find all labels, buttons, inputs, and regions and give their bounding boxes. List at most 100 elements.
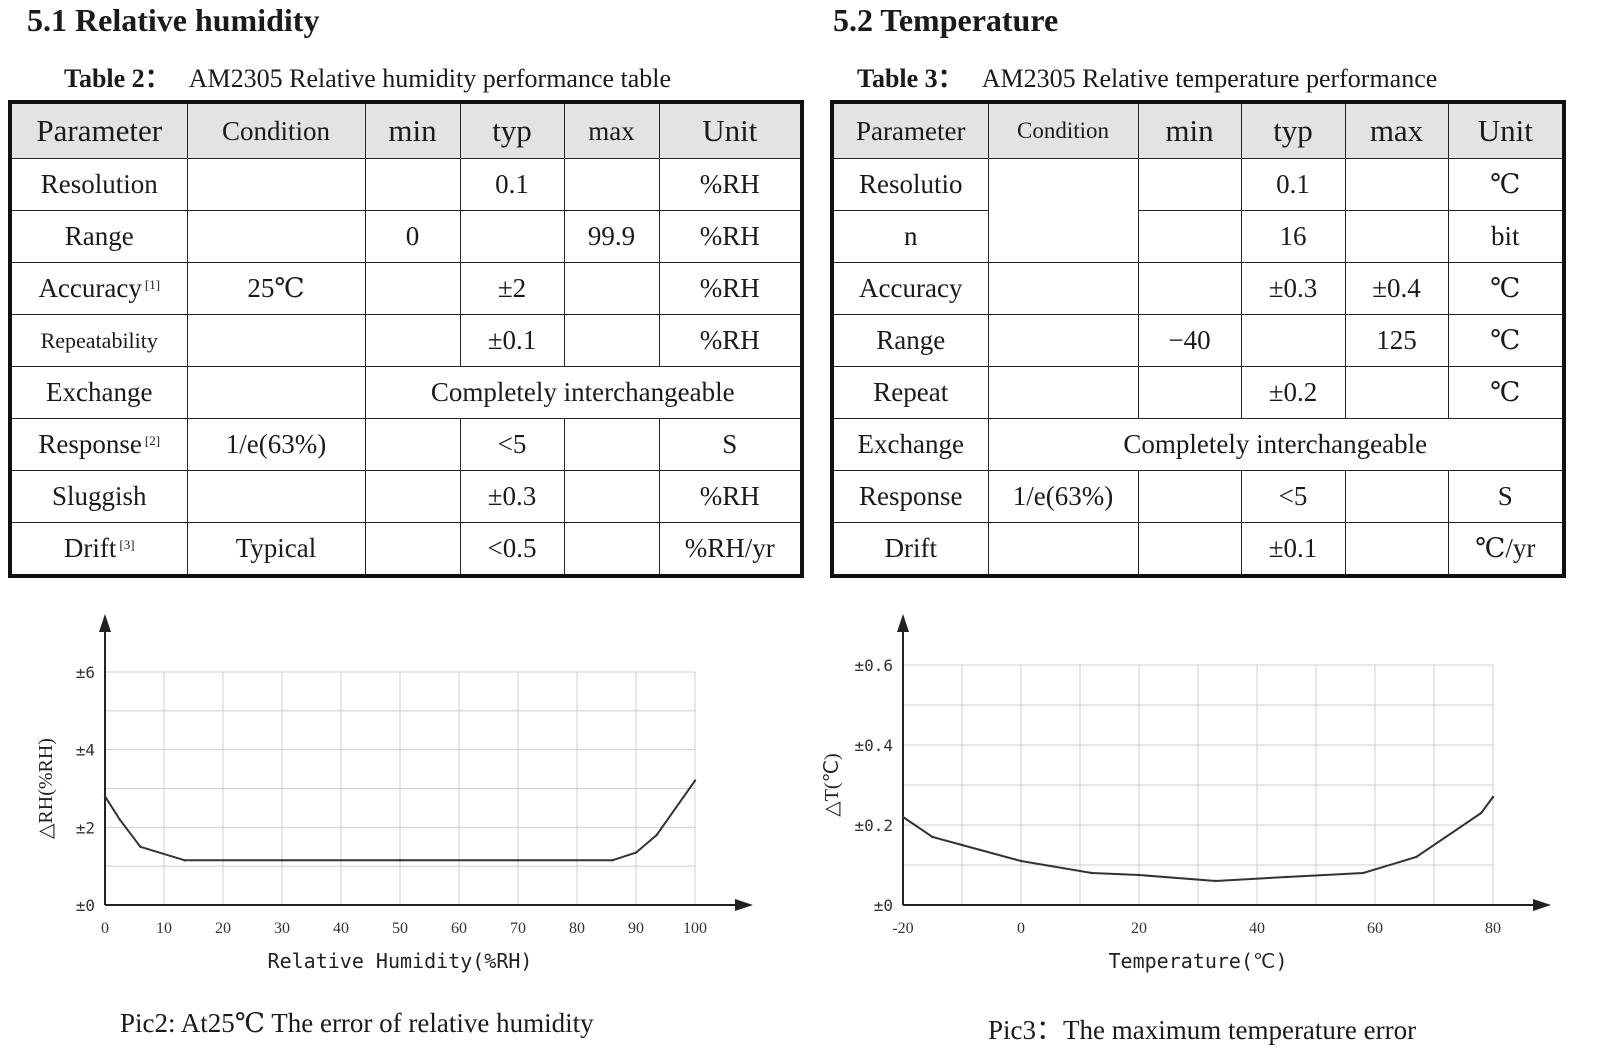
cell-min [364,314,461,367]
cell-typ: 16 [1240,210,1346,263]
col-unit: Unit [658,101,803,159]
cell-condition [987,314,1139,367]
cell-max [1344,470,1449,523]
y-tick-label: ±0.2 [854,816,893,835]
cell-unit: ℃ [1447,262,1565,315]
data-point [118,818,121,821]
cell-unit: S [658,418,803,471]
cell-min [1137,210,1242,263]
cell-min [364,262,461,315]
cell-min [1137,262,1242,315]
cell-max: ±0.4 [1344,262,1449,315]
y-axis-label: △RH(%RH) [35,738,57,839]
data-point [139,845,142,848]
cell-unit: %RH/yr [658,522,803,577]
cell-max [1344,366,1449,419]
x-axis-label: Relative Humidity(%RH) [268,949,533,973]
cell-parameter: Exchange [831,418,989,471]
data-point [516,859,520,862]
figure-caption-humidity: Pic2: At25℃ The error of relative humidi… [120,1008,594,1038]
cell-max [1344,522,1449,577]
col-min: min [364,101,461,159]
cell-condition [186,314,366,367]
data-point [1480,811,1483,815]
cell-condition: 25℃ [186,262,366,315]
cell-max [563,262,660,315]
table-row: Drift ±0.1 ℃/yr [831,522,1565,577]
col-parameter: Parameter [831,101,989,159]
cell-min [364,522,461,577]
cell-condition [186,366,366,419]
data-point [960,843,964,847]
cell-condition [987,522,1139,577]
y-tick-label: ±0 [874,896,893,915]
x-tick-label: 30 [274,920,290,937]
x-tick-label: 80 [569,920,585,937]
cell-min [364,470,461,523]
cell-condition [987,262,1139,315]
cell-unit: ℃ [1447,366,1565,419]
x-tick-label: 50 [392,920,408,937]
cell-min: −40 [1137,314,1242,367]
data-point [693,779,697,782]
x-tick-label: 20 [215,920,231,937]
x-tick-label: 60 [451,920,467,937]
cell-parameter: Range [831,314,989,367]
data-point [1090,871,1093,875]
data-point [103,795,107,798]
y-axis-arrow-icon [99,614,111,632]
cell-parameter: Range [9,210,188,263]
cell-parameter: Response [2] [9,418,188,471]
cell-span: Completely interchangeable [987,418,1565,471]
x-axis-arrow-icon [1533,899,1551,911]
table-header-row: Parameter Condition min typ max Unit [9,101,803,159]
cell-typ: ±0.3 [459,470,565,523]
col-condition: Condition [186,101,366,159]
y-tick-label: ±0.4 [854,736,893,755]
x-tick-label: 20 [1131,920,1147,937]
cell-unit: %RH [658,262,803,315]
x-tick-label: 80 [1485,920,1501,937]
cell-typ: ±0.2 [1240,366,1346,419]
table-row: Response 1/e(63%) <5 S [831,470,1565,523]
col-typ: typ [1240,101,1346,159]
y-tick-label: ±0 [76,896,95,915]
cell-min [364,418,461,471]
cell-max [563,470,660,523]
table-label: Table 2： [64,64,171,93]
cell-condition [186,210,366,263]
y-tick-label: ±6 [76,663,95,682]
x-tick-label: 100 [683,920,707,937]
cell-typ: <0.5 [459,522,565,577]
x-tick-label: 90 [628,920,644,937]
footnote-ref: [3] [119,537,135,552]
col-parameter: Parameter [9,101,188,159]
figure-caption-temperature: Pic3：The maximum temperature error [988,1015,1417,1045]
data-point [1491,795,1495,799]
cell-typ: 0.1 [1240,158,1346,211]
section-heading-humidity: 5.1 Relative humidity [27,2,320,38]
cell-parameter: Repeatability [9,314,188,367]
data-point [1415,855,1418,859]
data-point [1285,875,1288,879]
table-row: Response [2] 1/e(63%) <5 S [9,418,803,471]
table-title: AM2305 Relative temperature performance [981,64,1438,93]
temperature-performance-table: Parameter Condition min typ max Unit Res… [830,100,1566,578]
humidity-error-chart: 0 10 20 30 40 50 60 70 80 90 100 ±0 ±2 ±4 ±6 Relative H… [35,614,753,973]
section-heading-temperature: 5.2 Temperature [833,2,1059,38]
data-point [611,859,614,862]
cell-typ: ±0.1 [1240,522,1346,577]
data-point [183,859,186,862]
cell-condition [186,470,366,523]
cell-parameter: Drift [3] [9,522,188,577]
cell-unit: bit [1447,210,1565,263]
cell-parameter: n [831,210,989,263]
cell-unit: %RH [658,314,803,367]
cell-max [563,522,660,577]
cell-unit: %RH [658,470,803,523]
cell-parameter: Accuracy [1] [9,262,188,315]
col-condition: Condition [987,101,1139,159]
cell-parameter: Drift [831,522,989,577]
col-unit: Unit [1447,101,1565,159]
x-axis-label: Temperature(℃) [1109,949,1288,973]
